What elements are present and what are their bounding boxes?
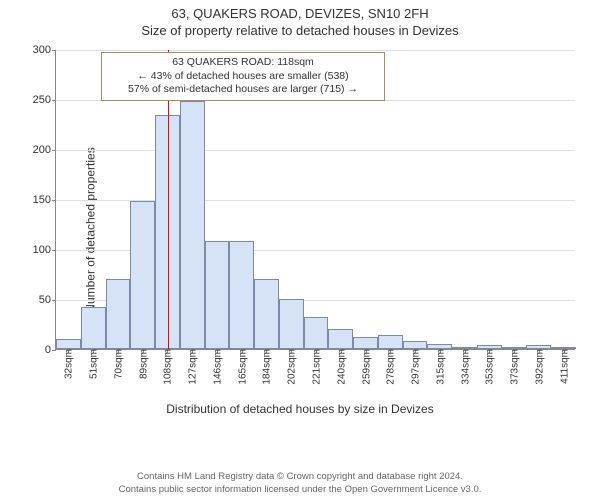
xtick-label: 127sqm	[186, 349, 199, 385]
ytick-label: 50	[39, 294, 56, 306]
histogram-bar	[56, 339, 81, 349]
histogram-bar	[353, 337, 378, 349]
x-axis-label: Distribution of detached houses by size …	[0, 402, 600, 416]
xtick-label: 70sqm	[111, 349, 124, 379]
histogram-bar	[279, 299, 304, 349]
xtick-label: 259sqm	[359, 349, 372, 385]
histogram-bar	[229, 241, 254, 349]
ytick-label: 100	[33, 244, 56, 256]
xtick-label: 240sqm	[334, 349, 347, 385]
histogram-bar	[502, 347, 527, 349]
xtick-label: 51sqm	[87, 349, 100, 379]
xtick-label: 108sqm	[161, 349, 174, 385]
callout-box: 63 QUAKERS ROAD: 118sqm ← 43% of detache…	[101, 52, 385, 101]
histogram-bar	[304, 317, 329, 349]
plot-area: 63 QUAKERS ROAD: 118sqm ← 43% of detache…	[55, 50, 575, 350]
xtick-label: 297sqm	[409, 349, 422, 385]
xtick-label: 165sqm	[235, 349, 248, 385]
histogram-bar	[551, 347, 576, 349]
histogram-bar	[477, 345, 502, 349]
xtick-label: 32sqm	[62, 349, 75, 379]
ytick-label: 300	[33, 44, 56, 56]
footer-line1: Contains HM Land Registry data © Crown c…	[0, 471, 600, 483]
histogram-bar	[254, 279, 279, 349]
page-title-address: 63, QUAKERS ROAD, DEVIZES, SN10 2FH	[0, 0, 600, 21]
ytick-label: 250	[33, 94, 56, 106]
footer: Contains HM Land Registry data © Crown c…	[0, 471, 600, 496]
histogram-bar	[106, 279, 131, 349]
xtick-label: 278sqm	[384, 349, 397, 385]
page-subtitle: Size of property relative to detached ho…	[0, 21, 600, 38]
xtick-label: 411sqm	[557, 349, 570, 384]
histogram-bar	[452, 347, 477, 349]
xtick-label: 334sqm	[458, 349, 471, 385]
ytick-label: 150	[33, 194, 56, 206]
xtick-label: 315sqm	[433, 349, 446, 385]
histogram-bar	[205, 241, 230, 349]
callout-line2: ← 43% of detached houses are smaller (53…	[108, 70, 378, 84]
histogram-bar	[328, 329, 353, 349]
xtick-label: 353sqm	[483, 349, 496, 385]
xtick-label: 392sqm	[532, 349, 545, 385]
histogram-bar	[378, 335, 403, 349]
callout-line3: 57% of semi-detached houses are larger (…	[108, 83, 378, 97]
histogram-bar	[427, 344, 452, 349]
histogram-bar	[81, 307, 106, 349]
xtick-label: 184sqm	[260, 349, 273, 385]
xtick-label: 221sqm	[310, 349, 323, 385]
histogram-bar	[526, 345, 551, 349]
ytick-label: 0	[45, 344, 56, 356]
xtick-label: 373sqm	[508, 349, 521, 385]
xtick-label: 202sqm	[285, 349, 298, 385]
chart-container: Number of detached properties 63 QUAKERS…	[0, 40, 600, 420]
xtick-label: 89sqm	[136, 349, 149, 379]
histogram-bar	[130, 201, 155, 349]
ytick-label: 200	[33, 144, 56, 156]
histogram-bar	[180, 101, 205, 349]
histogram-bar	[403, 341, 428, 349]
xtick-label: 146sqm	[210, 349, 223, 385]
callout-line1: 63 QUAKERS ROAD: 118sqm	[108, 56, 378, 70]
footer-line2: Contains public sector information licen…	[0, 484, 600, 496]
